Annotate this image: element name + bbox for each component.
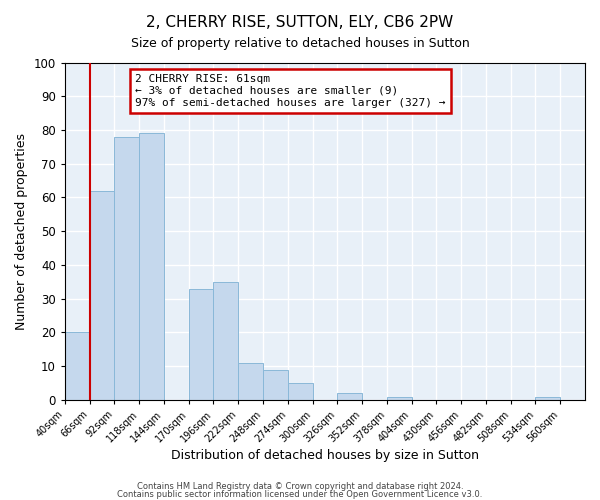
Y-axis label: Number of detached properties: Number of detached properties <box>15 132 28 330</box>
Bar <box>188 288 214 400</box>
Bar <box>337 393 362 400</box>
Bar <box>535 396 560 400</box>
Bar <box>89 190 115 400</box>
Bar <box>65 332 89 400</box>
X-axis label: Distribution of detached houses by size in Sutton: Distribution of detached houses by size … <box>171 450 479 462</box>
Bar <box>288 383 313 400</box>
Text: Size of property relative to detached houses in Sutton: Size of property relative to detached ho… <box>131 38 469 51</box>
Text: 2, CHERRY RISE, SUTTON, ELY, CB6 2PW: 2, CHERRY RISE, SUTTON, ELY, CB6 2PW <box>146 15 454 30</box>
Text: Contains public sector information licensed under the Open Government Licence v3: Contains public sector information licen… <box>118 490 482 499</box>
Bar <box>263 370 288 400</box>
Text: 2 CHERRY RISE: 61sqm
← 3% of detached houses are smaller (9)
97% of semi-detache: 2 CHERRY RISE: 61sqm ← 3% of detached ho… <box>135 74 446 108</box>
Bar <box>238 363 263 400</box>
Bar <box>139 134 164 400</box>
Bar <box>214 282 238 400</box>
Text: Contains HM Land Registry data © Crown copyright and database right 2024.: Contains HM Land Registry data © Crown c… <box>137 482 463 491</box>
Bar <box>115 136 139 400</box>
Bar <box>387 396 412 400</box>
